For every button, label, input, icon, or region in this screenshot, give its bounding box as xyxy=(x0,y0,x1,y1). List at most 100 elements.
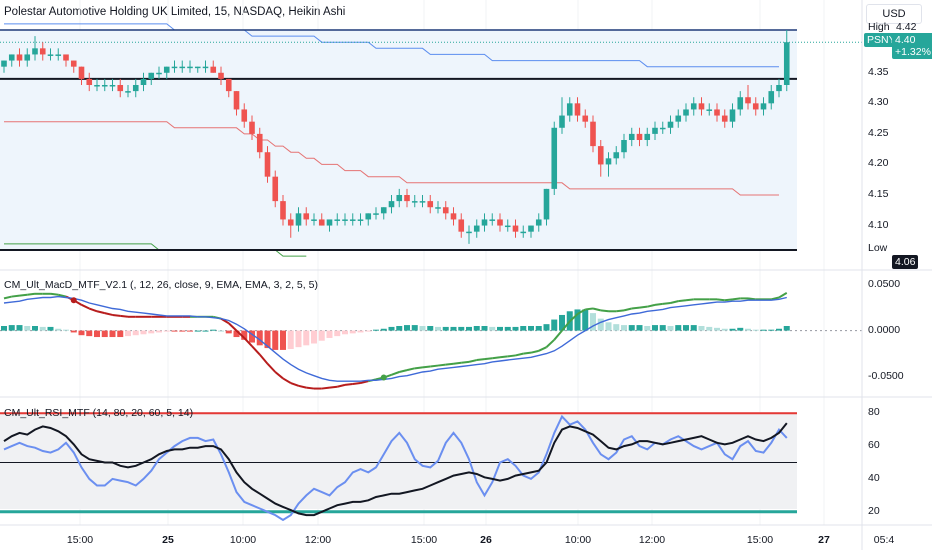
chart-title: Polestar Automotive Holding UK Limited, … xyxy=(4,6,346,18)
rsi-tick: 40 xyxy=(868,471,880,484)
macd-histogram-bar xyxy=(737,327,744,331)
macd-line-segment xyxy=(778,292,788,299)
candle-body xyxy=(489,219,496,221)
macd-histogram-bar xyxy=(512,326,519,331)
macd-histogram-bar xyxy=(132,330,139,336)
macd-tick: -0.0500 xyxy=(868,369,904,382)
macd-histogram-bar xyxy=(24,326,31,331)
candle-body xyxy=(582,115,589,122)
macd-histogram-bar xyxy=(582,309,589,331)
candle-body xyxy=(318,219,325,226)
macd-histogram-bar xyxy=(504,326,511,331)
macd-histogram-bar xyxy=(218,330,224,332)
candle-body xyxy=(776,85,782,92)
macd-pane[interactable] xyxy=(0,292,862,390)
candle-body xyxy=(404,195,410,202)
macd-histogram-bar xyxy=(373,329,379,331)
candle-body xyxy=(187,66,193,69)
candle-body xyxy=(171,66,178,69)
macd-indicator-label[interactable]: CM_Ult_MacD_MTF_V2.1 (, 12, 26, close, 9… xyxy=(4,279,318,291)
macd-line-segment xyxy=(569,313,579,323)
candle-body xyxy=(179,66,186,69)
candle-body xyxy=(349,219,356,221)
macd-histogram-bar xyxy=(752,329,759,331)
macd-histogram-bar xyxy=(783,326,790,331)
candle-body xyxy=(729,109,736,122)
macd-line-segment xyxy=(337,383,346,388)
time-tick: 15:00 xyxy=(66,534,94,546)
high-value: 4.42 xyxy=(896,21,917,33)
candles[interactable] xyxy=(1,30,790,244)
band-line xyxy=(4,23,779,68)
macd-histogram-bar xyxy=(32,326,38,331)
candle-body xyxy=(210,66,217,73)
price-tick: 4.15 xyxy=(868,188,889,200)
rsi-indicator-label[interactable]: CM_Ult_RSI_MTF (14, 80, 20, 60, 5, 14) xyxy=(4,407,194,419)
macd-histogram-bar xyxy=(1,326,7,331)
candle-body xyxy=(47,54,54,56)
macd-line-segment xyxy=(266,363,276,373)
macd-line-segment xyxy=(747,297,756,301)
candle-body xyxy=(551,127,558,189)
macd-histogram-bar xyxy=(163,330,170,332)
macd-histogram-bar xyxy=(334,330,341,337)
macd-histogram-bar xyxy=(86,330,93,337)
candle-body xyxy=(435,207,441,209)
currency-button[interactable]: USD xyxy=(866,4,922,24)
macd-histogram-bar xyxy=(256,330,263,346)
macd-line-segment xyxy=(3,295,12,300)
macd-line-segment xyxy=(461,360,470,364)
candle-body xyxy=(63,54,69,61)
macd-histogram-bar xyxy=(404,325,410,331)
macd-histogram-bar xyxy=(667,326,674,331)
macd-histogram-bar xyxy=(411,325,418,331)
macd-histogram-bar xyxy=(39,326,46,331)
candle-body xyxy=(16,54,23,61)
candle-body xyxy=(241,109,248,122)
candle-body xyxy=(528,225,534,232)
macd-histogram-bar xyxy=(380,328,387,331)
macd-histogram-bar xyxy=(272,330,279,350)
price-tick: 4.10 xyxy=(868,218,889,231)
macd-line-segment xyxy=(685,298,694,302)
macd-line-segment xyxy=(538,346,547,352)
macd-histogram-bar xyxy=(628,325,635,331)
macd-tick: 0.0000 xyxy=(868,323,901,336)
candle-body xyxy=(55,54,62,56)
macd-histogram-bar xyxy=(225,330,232,334)
candle-body xyxy=(202,66,209,69)
price-tick: 4.35 xyxy=(868,65,889,78)
candle-body xyxy=(473,225,480,232)
macd-line-segment xyxy=(732,297,741,301)
candle-body xyxy=(1,60,7,67)
candle-body xyxy=(156,72,162,75)
macd-histogram-bar xyxy=(551,319,558,331)
candle-body xyxy=(94,85,100,87)
macd-line-segment xyxy=(499,355,508,359)
macd-histogram-bar xyxy=(318,330,325,341)
high-label: High xyxy=(868,21,890,33)
macd-histogram-bar xyxy=(179,330,186,332)
candle-body xyxy=(264,152,271,177)
candle-body xyxy=(442,207,449,214)
macd-histogram-bar xyxy=(94,330,100,338)
macd-histogram-bar xyxy=(466,326,472,331)
macd-histogram-bar xyxy=(287,330,294,349)
candle-body xyxy=(78,66,85,79)
macd-line-segment xyxy=(344,382,353,386)
macd-line-segment xyxy=(11,294,20,298)
candle-body xyxy=(745,97,751,104)
candle-body xyxy=(636,133,643,140)
macd-line-segment xyxy=(654,302,663,306)
macd-line-segment xyxy=(647,303,656,308)
price-tick: 4.30 xyxy=(868,96,889,109)
time-tick: 10:00 xyxy=(229,534,257,546)
macd-histogram-bar xyxy=(597,318,604,331)
rsi-pane[interactable] xyxy=(0,412,797,522)
candle-body xyxy=(8,54,15,61)
candle-body xyxy=(86,78,93,85)
macd-line-segment xyxy=(391,371,400,376)
candle-body xyxy=(559,115,565,128)
macd-line-segment xyxy=(523,351,532,355)
